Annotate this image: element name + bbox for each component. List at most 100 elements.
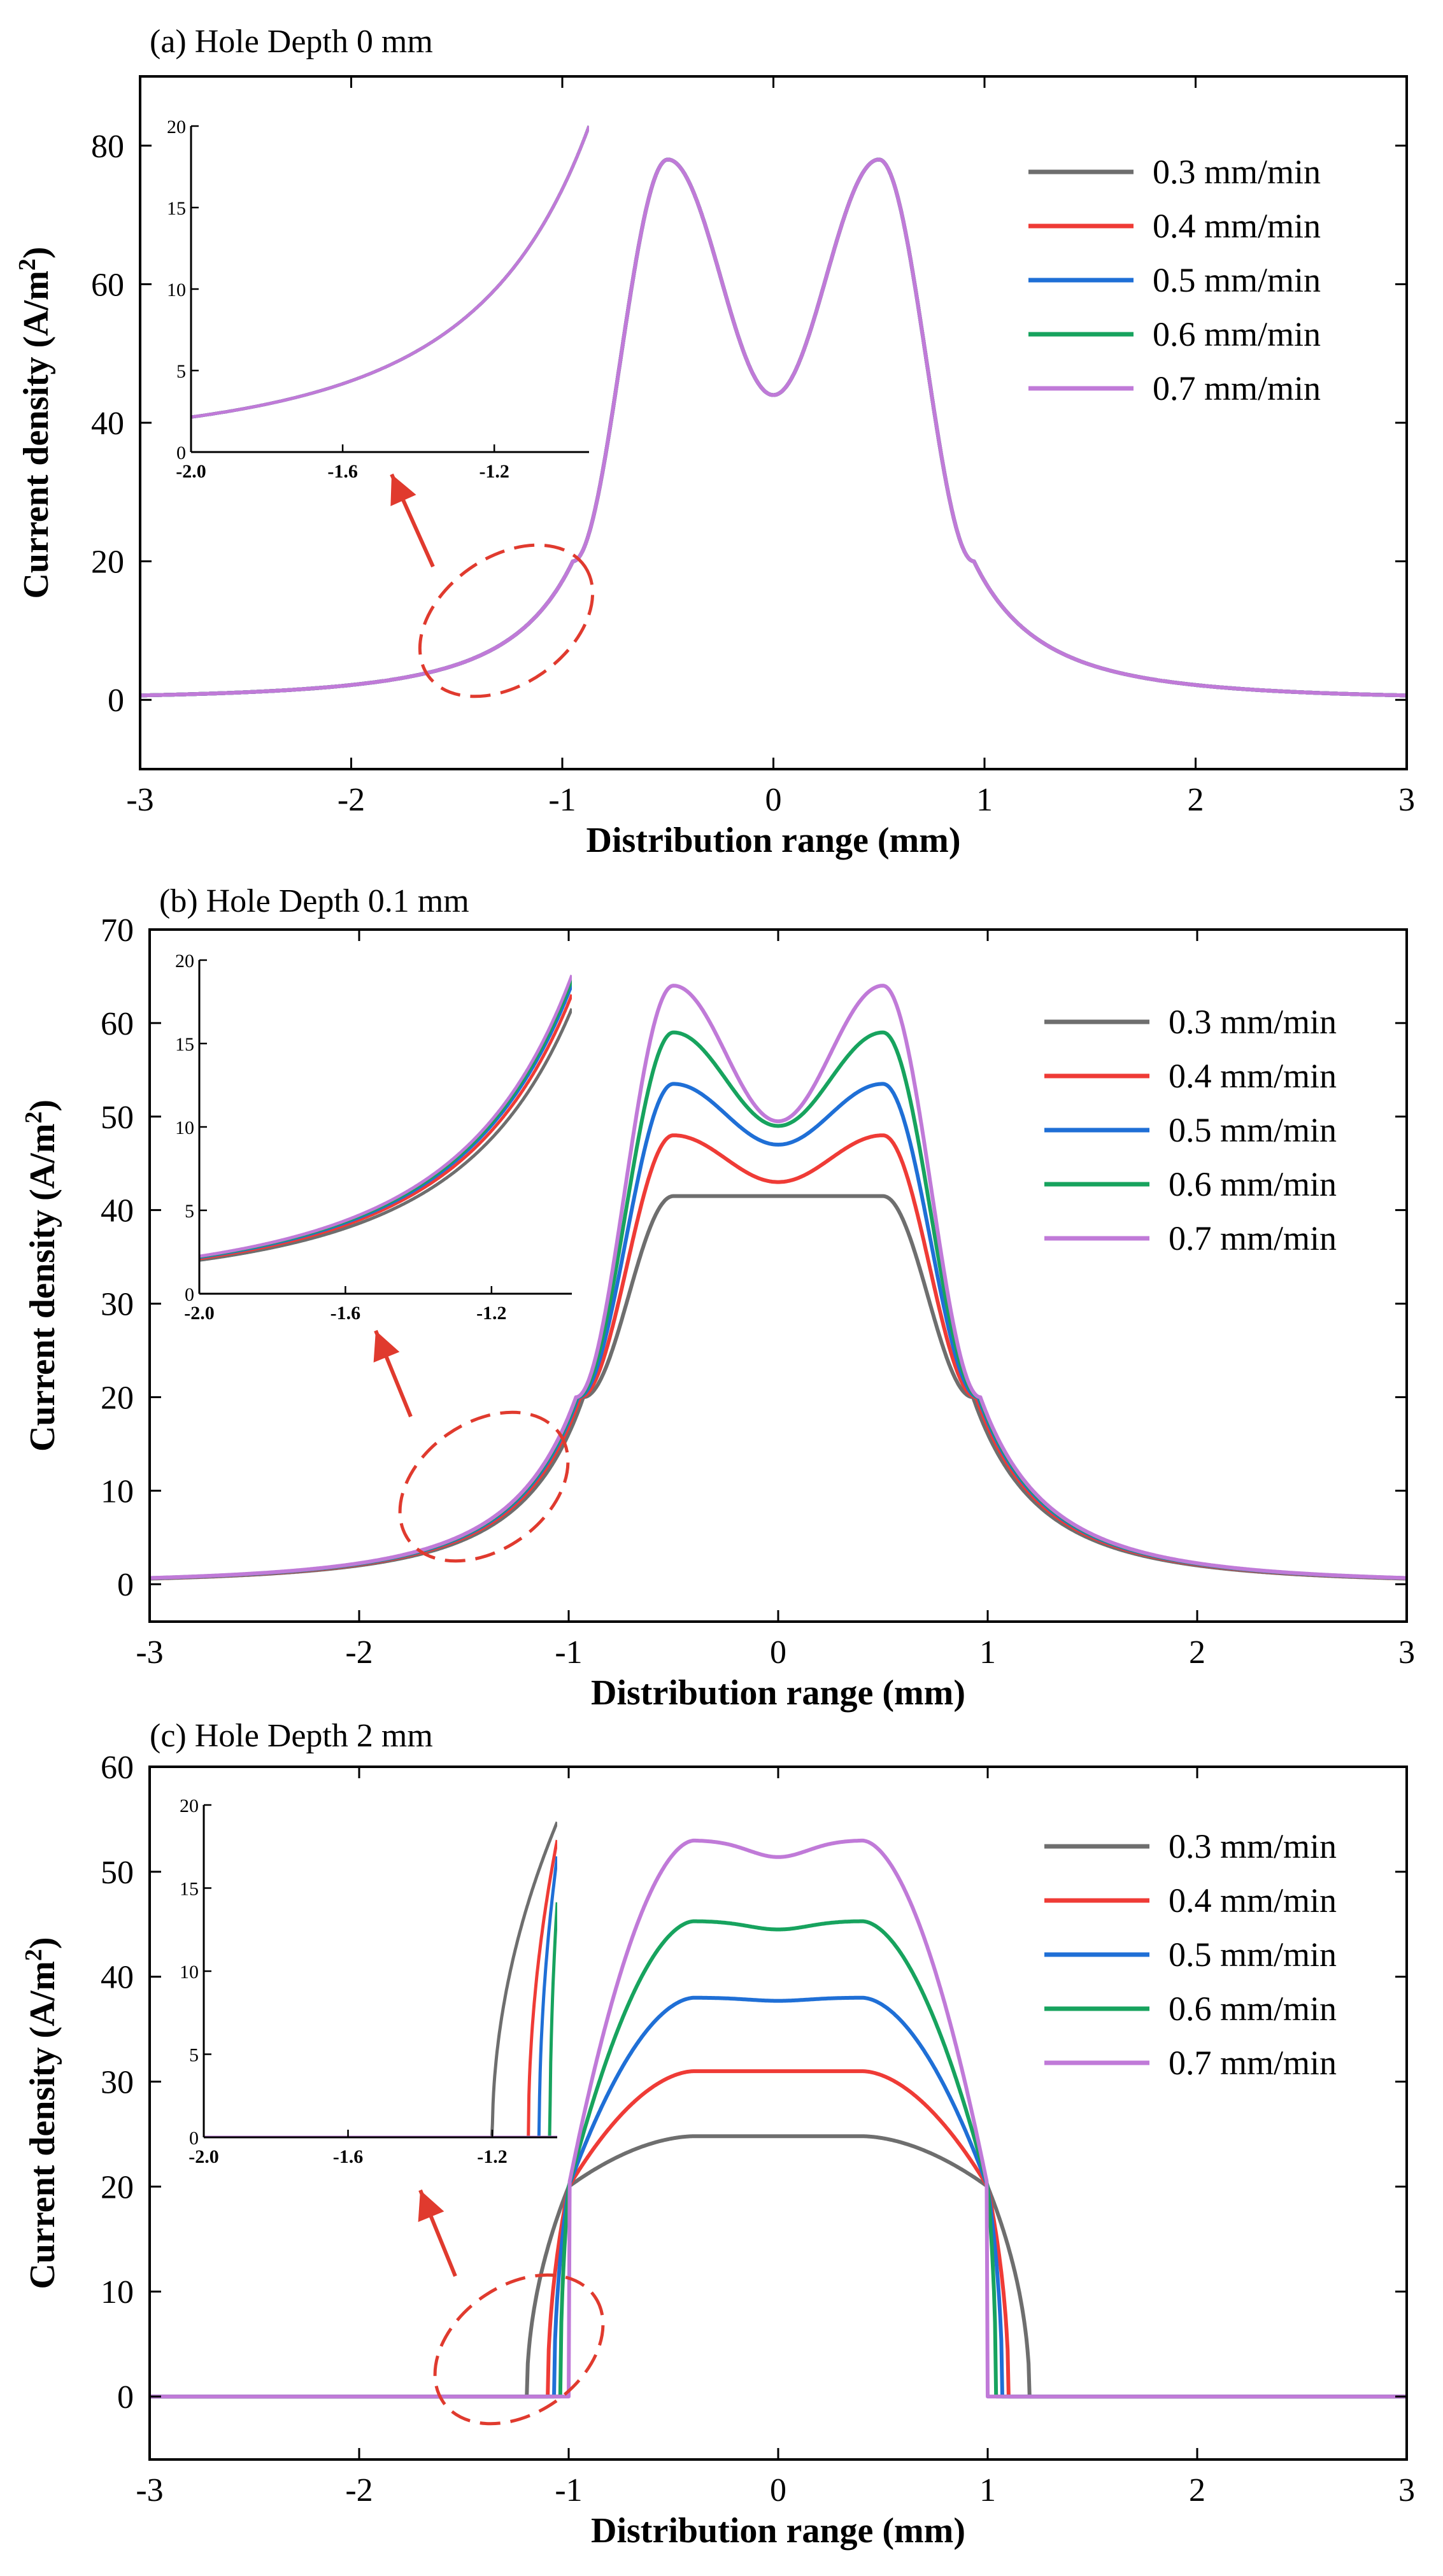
inset: 0 5 10 15 20 -2.0 -1.6 -1.2 xyxy=(175,951,572,1324)
plot-frame xyxy=(148,1766,1408,2461)
x-tick-label: 1 xyxy=(976,782,993,818)
legend-label: 0.4 mm/min xyxy=(1169,1057,1337,1095)
inset-series-group xyxy=(191,125,589,419)
y-tick-label: 20 xyxy=(101,1380,134,1416)
x-tick-label: 3 xyxy=(1398,782,1415,818)
legend-label: 0.6 mm/min xyxy=(1169,1990,1337,2028)
series-line-0.7 xyxy=(150,984,1407,1580)
arrow-head xyxy=(418,2190,444,2222)
inset-series-group xyxy=(204,1821,557,2137)
y-tick-label: 60 xyxy=(91,267,124,303)
y-tick-label: 0 xyxy=(108,683,124,719)
x-tick-label: -1 xyxy=(555,2472,582,2509)
inset-y-tick-label: 0 xyxy=(176,442,186,464)
legend: 0.3 mm/min 0.4 mm/min 0.5 mm/min 0.6 mm/min… xyxy=(1028,153,1321,407)
highlight-ellipse xyxy=(418,543,595,698)
inset-x-tick-label: -1.6 xyxy=(331,1303,361,1324)
y-axis-label: Current density (A/m2) xyxy=(20,1937,62,2289)
y-tick-label: 40 xyxy=(101,1960,134,1996)
inset-series-group xyxy=(199,974,572,1262)
inset-y-tick-label: 10 xyxy=(167,280,186,301)
inset-series-line-0.7 xyxy=(199,974,572,1258)
y-tick-label: 30 xyxy=(101,2065,134,2101)
arrow-head xyxy=(390,474,416,507)
series-line-0.4 xyxy=(150,2069,1407,2399)
inset-series-line-0.4 xyxy=(191,125,589,419)
x-tick-label: -3 xyxy=(136,2472,163,2509)
series-line-0.3 xyxy=(150,2134,1407,2399)
legend: 0.3 mm/min 0.4 mm/min 0.5 mm/min 0.6 mm/min… xyxy=(1044,1827,1337,2082)
legend-label: 0.3 mm/min xyxy=(1169,1827,1337,1865)
y-tick-label: 80 xyxy=(91,129,124,165)
inset-series-line-0.6 xyxy=(199,979,572,1259)
x-tick-label: -2 xyxy=(338,782,365,818)
y-tick-label: 20 xyxy=(101,2169,134,2205)
legend-label: 0.4 mm/min xyxy=(1169,1881,1337,1920)
inset-series-line-0.6 xyxy=(191,125,589,419)
panel-title: (a) Hole Depth 0 mm xyxy=(150,24,433,60)
highlight-ellipse xyxy=(433,2273,605,2426)
inset-series-line-0.7 xyxy=(191,125,589,419)
inset-x-tick-label: -2.0 xyxy=(184,1303,215,1324)
legend-label: 0.5 mm/min xyxy=(1169,1936,1337,1974)
legend-label: 0.7 mm/min xyxy=(1169,1219,1337,1257)
panel-a: (a) Hole Depth 0 mm -3 -2 -1 0 1 2 3 0 20 40 60 80 Di… xyxy=(14,24,1415,860)
panel-title: (b) Hole Depth 0.1 mm xyxy=(159,883,469,919)
highlight-ellipse xyxy=(398,1410,570,1563)
x-tick-label: 3 xyxy=(1398,1634,1415,1671)
x-tick-label: 3 xyxy=(1398,2472,1415,2509)
inset-y-tick-label: 15 xyxy=(167,198,186,219)
series-line-0.7 xyxy=(150,1838,1407,2399)
panel-b: (b) Hole Depth 0.1 mm-3 -2 -1 0 1 2 3010203040… xyxy=(20,883,1415,1713)
series-group xyxy=(150,984,1407,1581)
legend-label: 0.3 mm/min xyxy=(1153,153,1321,191)
inset-series-line-0.3 xyxy=(199,1008,572,1262)
x-axis-label: Distribution range (mm) xyxy=(586,821,961,860)
x-tick-label: 2 xyxy=(1189,1634,1205,1671)
inset-x-tick-label: -1.6 xyxy=(333,2146,364,2167)
inset: 0 5 10 15 20 -2.0 -1.6 -1.2 xyxy=(167,117,589,482)
series-line-0.5 xyxy=(150,1082,1407,1580)
x-tick-label: 2 xyxy=(1189,2472,1205,2509)
y-tick-label: 10 xyxy=(101,1473,134,1510)
inset-x-tick-label: -1.2 xyxy=(479,461,509,482)
inset-y-tick-label: 10 xyxy=(175,1117,194,1138)
inset-series-line-0.5 xyxy=(191,125,589,419)
inset-series-line-0.6 xyxy=(204,1902,557,2137)
legend-label: 0.4 mm/min xyxy=(1153,207,1321,245)
x-tick-label: -1 xyxy=(555,1634,582,1671)
legend-label: 0.5 mm/min xyxy=(1153,261,1321,299)
x-tick-label: 0 xyxy=(770,1634,786,1671)
panel-title: (c) Hole Depth 2 mm xyxy=(150,1718,433,1754)
legend-label: 0.7 mm/min xyxy=(1153,369,1321,407)
x-tick-label: -2 xyxy=(345,2472,373,2509)
series-group xyxy=(150,1838,1407,2399)
inset-series-line-0.3 xyxy=(204,1821,557,2137)
inset-y-tick-label: 10 xyxy=(180,1962,199,1983)
y-tick-label: 40 xyxy=(91,406,124,442)
y-tick-label: 70 xyxy=(101,912,134,949)
y-tick-label: 60 xyxy=(101,1750,134,1786)
x-tick-label: -2 xyxy=(345,1634,373,1671)
inset-series-line-0.3 xyxy=(191,125,589,419)
series-group xyxy=(140,157,1407,698)
y-tick-label: 50 xyxy=(101,1100,134,1136)
y-tick-label: 50 xyxy=(101,1855,134,1891)
inset-series-line-0.5 xyxy=(199,984,572,1259)
y-tick-label: 30 xyxy=(101,1287,134,1323)
legend-label: 0.5 mm/min xyxy=(1169,1111,1337,1149)
series-line-0.7 xyxy=(140,157,1407,698)
y-axis-label: Current density (A/m2) xyxy=(14,246,56,598)
y-axis-label: Current density (A/m2) xyxy=(20,1100,62,1452)
x-tick-label: 2 xyxy=(1188,782,1204,818)
x-tick-label: 0 xyxy=(770,2472,786,2509)
legend-label: 0.6 mm/min xyxy=(1169,1165,1337,1203)
x-tick-label: -3 xyxy=(136,1634,163,1671)
x-axis-label: Distribution range (mm) xyxy=(591,2511,965,2551)
y-tick-label: 60 xyxy=(101,1006,134,1042)
y-tick-label: 10 xyxy=(101,2274,134,2311)
inset-y-tick-label: 5 xyxy=(189,2045,199,2066)
inset-y-tick-label: 15 xyxy=(175,1034,194,1055)
